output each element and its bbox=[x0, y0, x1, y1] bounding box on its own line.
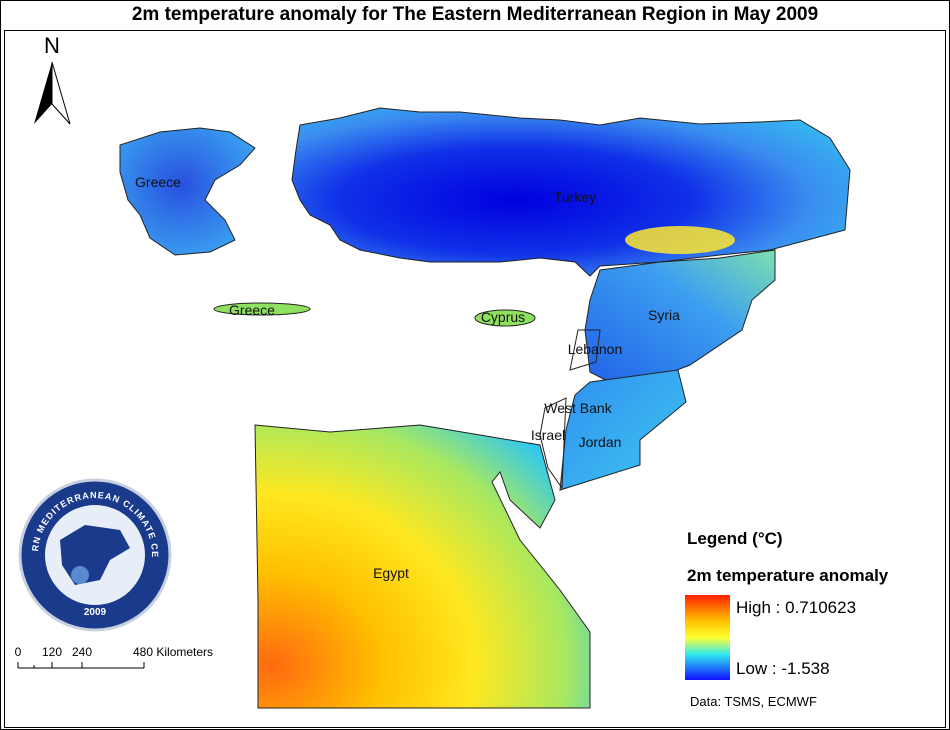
scale-label: 120 bbox=[42, 645, 62, 659]
greece bbox=[119, 127, 256, 256]
israel bbox=[539, 397, 567, 490]
scale-label: 480 Kilometers bbox=[133, 645, 213, 659]
countries bbox=[119, 107, 851, 709]
scale-label: 240 bbox=[72, 645, 92, 659]
cyprus bbox=[474, 309, 536, 327]
label-west-bank: West Bank bbox=[544, 400, 612, 416]
label-turkey: Turkey bbox=[554, 189, 596, 205]
label-crete: Greece bbox=[229, 302, 275, 318]
label-egypt: Egypt bbox=[373, 565, 409, 581]
label-jordan: Jordan bbox=[579, 434, 622, 450]
logo-year: 2009 bbox=[84, 607, 107, 618]
country-labels: Greece Turkey Greece Cyprus Syria Lebano… bbox=[135, 174, 680, 581]
color-ramp bbox=[685, 595, 730, 680]
label-cyprus: Cyprus bbox=[481, 309, 525, 325]
scale-bar: 0 120 240 480 Kilometers bbox=[15, 645, 213, 669]
map-title: 2m temperature anomaly for The Eastern M… bbox=[132, 4, 818, 25]
label-lebanon: Lebanon bbox=[568, 341, 623, 357]
label-israel: Israel bbox=[531, 427, 565, 443]
legend-subtitle: 2m temperature anomaly bbox=[687, 566, 889, 585]
legend-title: Legend (°C) bbox=[687, 529, 783, 548]
map-frame bbox=[4, 30, 946, 728]
legend-low: Low : -1.538 bbox=[736, 659, 830, 678]
lebanon bbox=[569, 329, 601, 371]
legend-high: High : 0.710623 bbox=[736, 598, 856, 617]
data-source: Data: TSMS, ECMWF bbox=[690, 694, 817, 709]
crete bbox=[213, 302, 311, 316]
north-label: N bbox=[44, 33, 60, 58]
egypt bbox=[254, 424, 591, 709]
scale-label: 0 bbox=[15, 645, 22, 659]
north-arrow: N bbox=[34, 33, 71, 125]
label-syria: Syria bbox=[648, 307, 680, 323]
jordan bbox=[559, 369, 687, 491]
label-greece: Greece bbox=[135, 174, 181, 190]
legend: Legend (°C) 2m temperature anomaly High … bbox=[685, 529, 889, 709]
